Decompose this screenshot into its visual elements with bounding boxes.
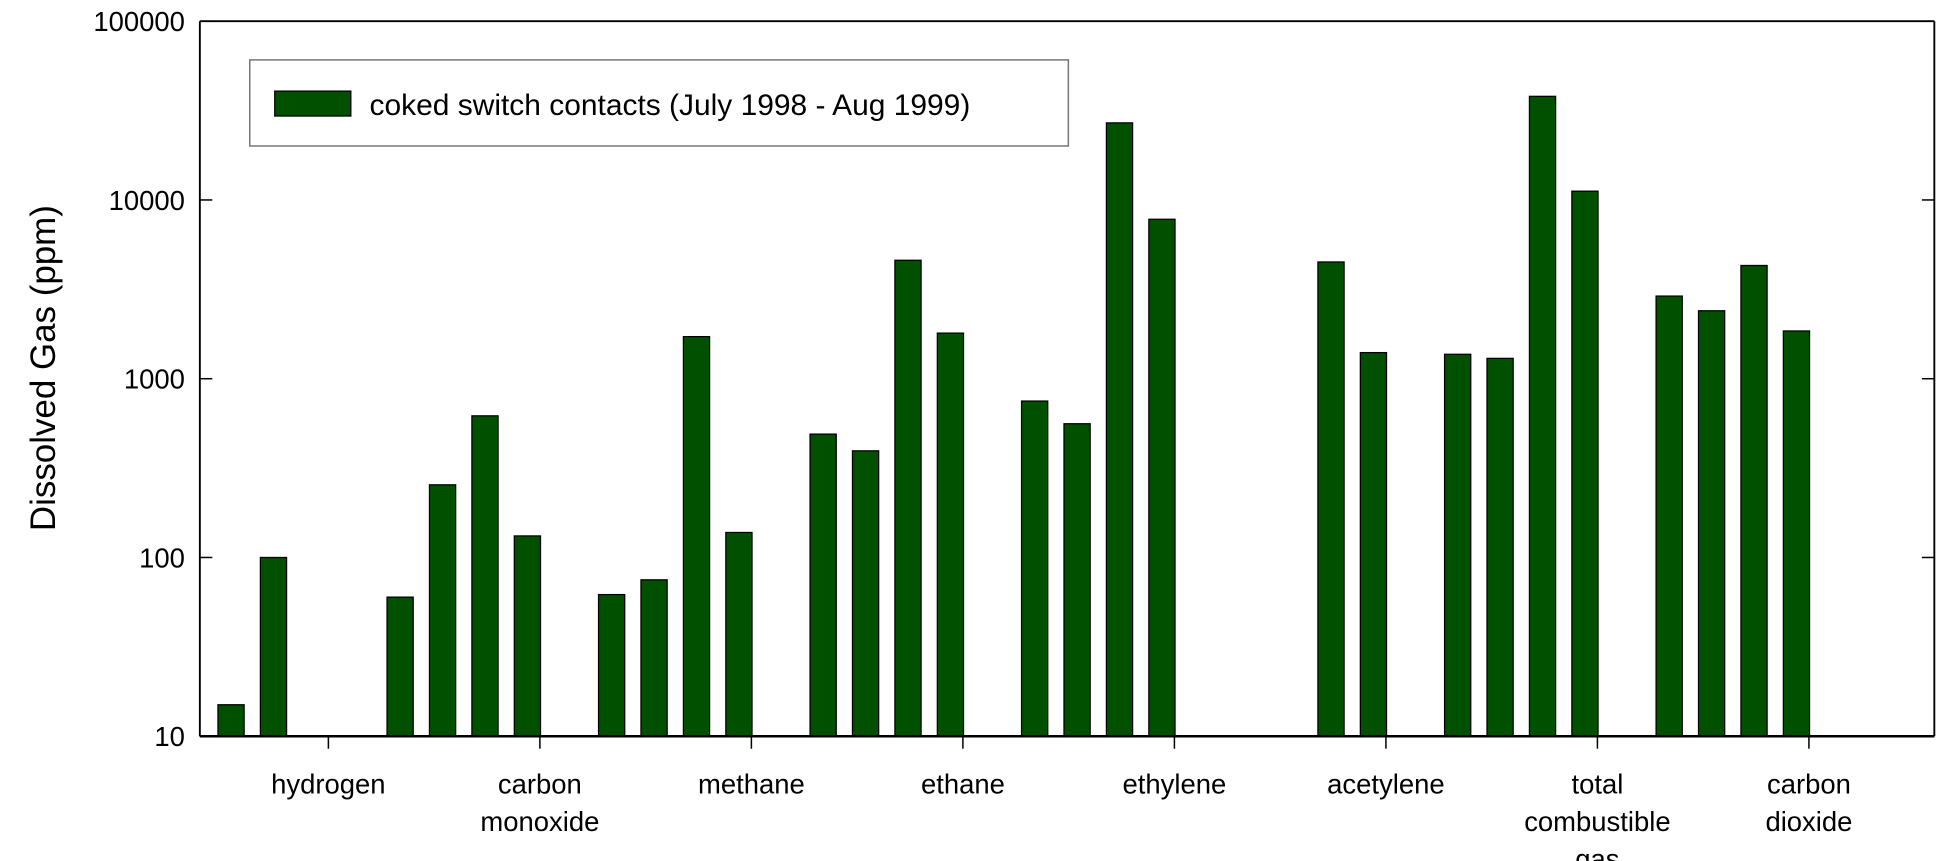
bar	[1105, 122, 1134, 737]
bar	[1528, 95, 1557, 737]
bar	[1359, 351, 1388, 737]
y-tick-label: 100000	[93, 6, 185, 37]
bar	[1063, 423, 1091, 737]
bar	[1486, 357, 1514, 737]
bar	[682, 335, 711, 737]
legend-label: coked switch contacts (July 1998 - Aug 1…	[370, 89, 971, 122]
bar	[1571, 190, 1599, 737]
x-tick-label: total combustible gas	[1524, 769, 1670, 861]
x-tick-label: methane	[698, 769, 805, 800]
legend-swatch	[274, 90, 352, 117]
bar	[1740, 264, 1768, 737]
y-tick-label: 100	[139, 542, 185, 573]
bar	[597, 593, 626, 737]
bar	[1655, 295, 1683, 737]
bar	[809, 433, 837, 737]
x-tick-label: carbon monoxide	[480, 769, 599, 837]
bar	[428, 484, 457, 737]
bar	[1020, 400, 1049, 737]
bar	[851, 450, 880, 737]
y-tick-label: 1000	[124, 364, 185, 395]
y-axis-label: Dissolved Gas (ppm)	[24, 205, 63, 531]
x-tick-label: hydrogen	[271, 769, 385, 800]
x-tick-label: carbon dioxide	[1765, 769, 1852, 837]
bar	[386, 596, 414, 737]
bar	[471, 415, 499, 737]
x-tick-label: acetylene	[1327, 769, 1444, 800]
x-tick-label: ethane	[921, 769, 1005, 800]
bar	[513, 535, 542, 737]
bar	[725, 531, 753, 737]
x-tick-label: ethylene	[1123, 769, 1227, 800]
y-tick-label: 10000	[109, 185, 185, 216]
bar	[936, 332, 965, 737]
bar	[217, 704, 245, 737]
bar	[1697, 310, 1726, 737]
y-tick-label: 10	[154, 721, 185, 752]
bar	[894, 259, 922, 737]
bar	[1782, 330, 1811, 737]
bar	[1443, 353, 1472, 737]
bar	[1317, 261, 1345, 737]
bar	[1148, 218, 1176, 737]
bar	[640, 579, 668, 737]
bar	[259, 556, 288, 737]
legend-box	[249, 59, 1070, 147]
